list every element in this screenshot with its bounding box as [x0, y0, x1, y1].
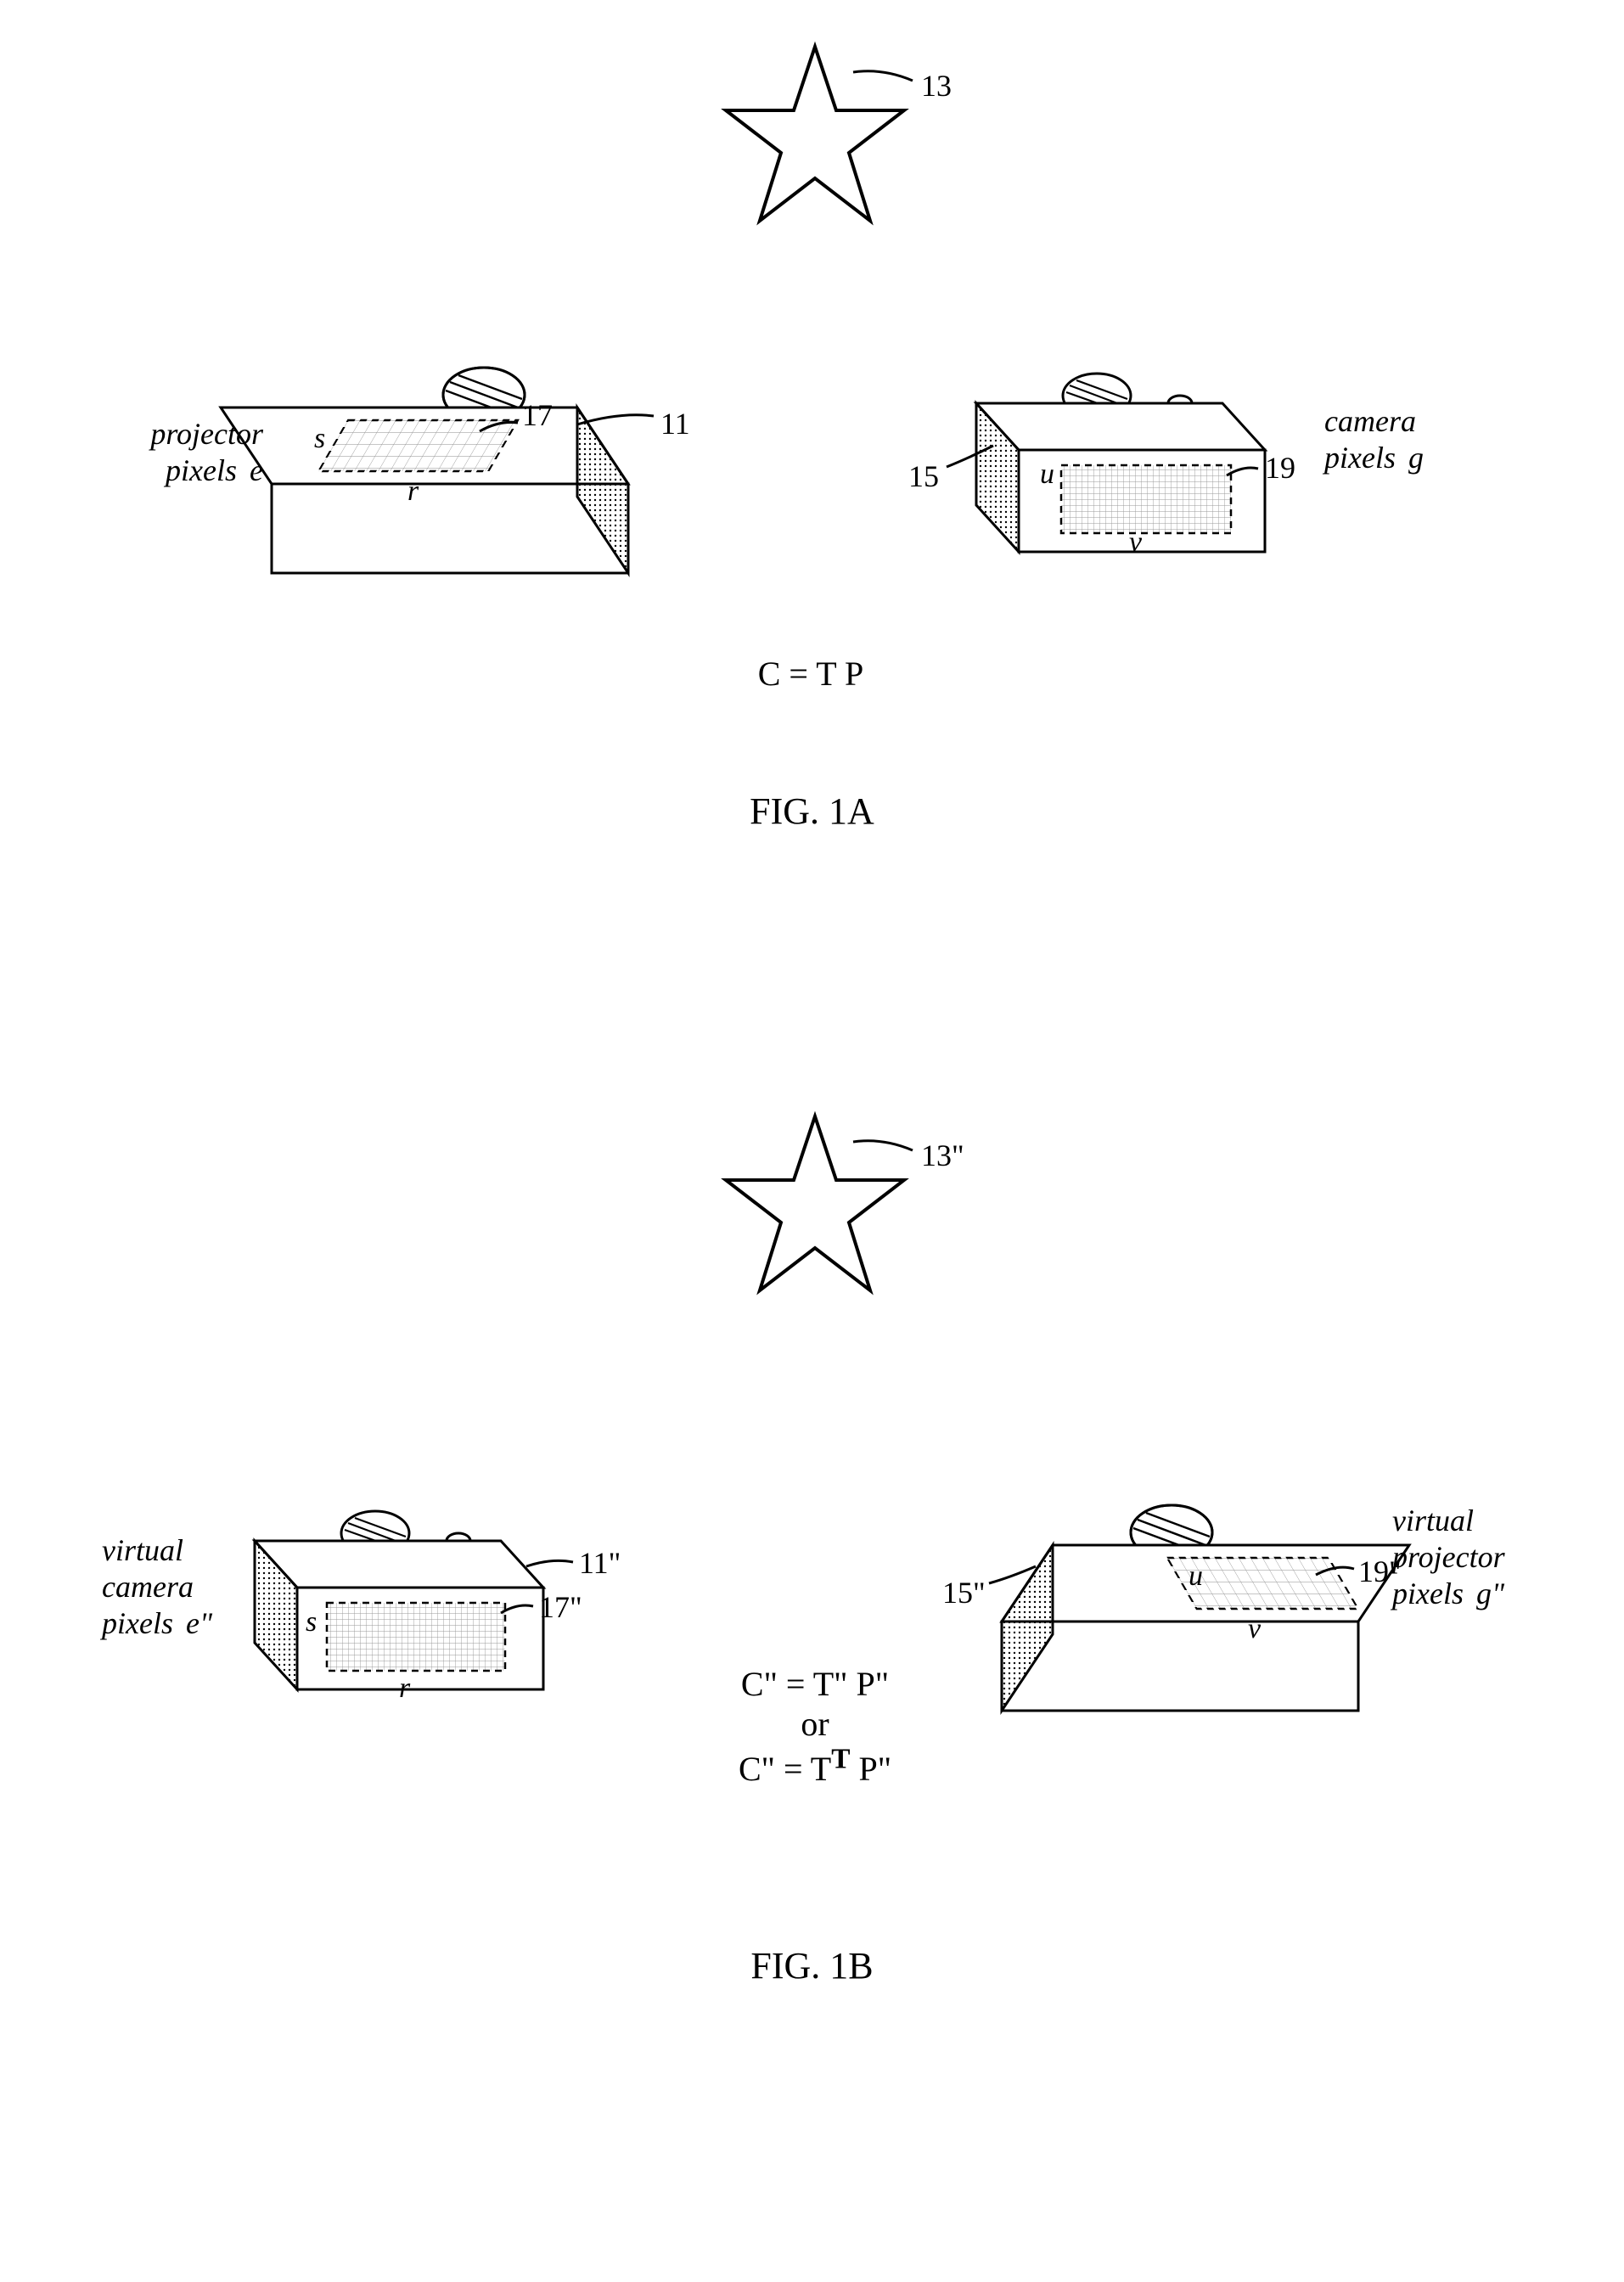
camera-label: camera pixels g	[1324, 403, 1424, 476]
proj-axis-s: s	[314, 423, 325, 455]
camera-device	[891, 357, 1299, 594]
cam-axis-v: v	[1129, 526, 1142, 559]
virtual-camera-device	[170, 1494, 577, 1732]
equation-1a: C = T P	[705, 654, 917, 694]
eq1b-l3a: C" = T	[739, 1750, 831, 1788]
eq1b-l2: or	[801, 1705, 829, 1743]
star-13	[705, 34, 925, 255]
figure-1a: 13 projector p	[0, 0, 1624, 1138]
vc-l3: pixels	[102, 1606, 173, 1640]
fig-1a-caption: FIG. 1A	[0, 790, 1624, 833]
virtual-projector-label: virtual projector pixels g"	[1392, 1503, 1505, 1613]
vp-axis-u: u	[1188, 1560, 1203, 1593]
projector-grid-ref: 17	[522, 397, 553, 433]
eq1b-l3: C" = TT P"	[739, 1750, 891, 1788]
vc-axis-r: r	[399, 1672, 410, 1705]
vp-l1: virtual	[1392, 1504, 1474, 1537]
camera-ref: 15	[908, 458, 939, 494]
figure-1b: 13" virtual camera pixels e" 11" 17"	[0, 1070, 1624, 2258]
projector-label-l1: projector	[150, 417, 263, 451]
virtual-camera-ref: 11"	[579, 1545, 621, 1581]
vp-l3: pixels	[1392, 1577, 1464, 1610]
projector-label-l2: pixels	[166, 453, 237, 487]
eq1b-sup: T	[831, 1744, 850, 1775]
eq1b-l3b: P"	[850, 1750, 891, 1788]
projector-label-var: e	[250, 453, 263, 487]
projector-ref: 11	[660, 406, 690, 441]
vp-l2: projector	[1392, 1540, 1505, 1574]
camera-grid-ref: 19	[1265, 450, 1295, 486]
virtual-projector-device	[951, 1477, 1460, 1774]
fig-1b-caption: FIG. 1B	[0, 1944, 1624, 1987]
vc-var: e"	[186, 1606, 212, 1640]
virtual-camera-label: virtual camera pixels e"	[102, 1532, 212, 1643]
camera-label-var: g	[1408, 441, 1424, 475]
vp-axis-v: v	[1248, 1613, 1261, 1645]
proj-axis-r: r	[407, 475, 419, 508]
equation-1b: C" = T" P" or C" = TT P"	[662, 1664, 968, 1789]
vc-l1: virtual	[102, 1533, 183, 1567]
virtual-projector-ref: 15"	[942, 1575, 986, 1610]
star-13b	[705, 1104, 925, 1324]
star-13b-ref: 13"	[921, 1138, 964, 1173]
vp-var: g"	[1476, 1577, 1504, 1610]
virtual-projector-grid-ref: 19"	[1358, 1554, 1402, 1589]
vc-l2: camera	[102, 1570, 194, 1604]
eq1b-l1: C" = T" P"	[741, 1665, 889, 1703]
camera-label-l2: pixels	[1324, 441, 1396, 475]
cam-axis-u: u	[1040, 458, 1054, 491]
star-13-ref: 13	[921, 68, 952, 104]
projector-label: projector pixels e	[110, 416, 263, 489]
camera-label-l1: camera	[1324, 404, 1416, 438]
virtual-camera-grid-ref: 17"	[539, 1589, 582, 1625]
vc-axis-s: s	[306, 1606, 317, 1638]
